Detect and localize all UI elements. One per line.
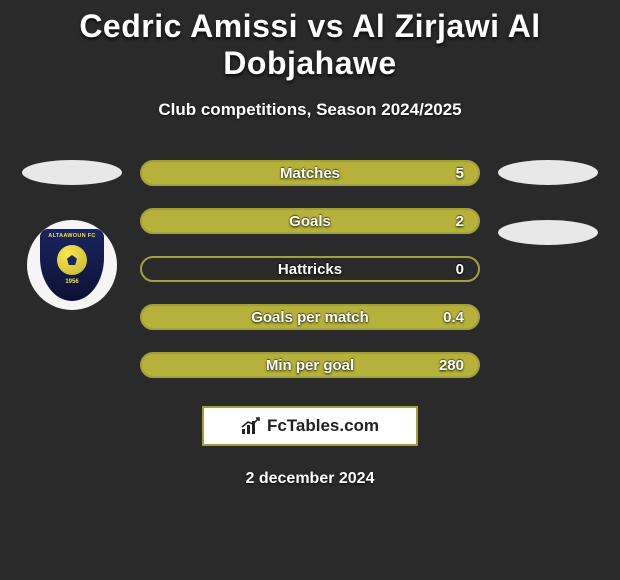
left-column: ALTAAWOUN FC 1956 xyxy=(22,160,122,310)
footer-date: 2 december 2024 xyxy=(0,470,620,488)
page-title: Cedric Amissi vs Al Zirjawi Al Dobjahawe xyxy=(0,8,620,82)
stat-row: Goals 2 xyxy=(140,208,480,234)
stat-value: 0 xyxy=(456,261,464,278)
brand-text: FcTables.com xyxy=(267,416,379,436)
club-shield: ALTAAWOUN FC 1956 xyxy=(40,229,104,301)
club-name-text: ALTAAWOUN FC xyxy=(48,233,95,239)
main-layout: ALTAAWOUN FC 1956 Matches 5 Goals 2 Hattrick… xyxy=(0,160,620,378)
player-oval-left xyxy=(22,160,122,185)
club-ball-icon xyxy=(57,245,87,275)
brand-box[interactable]: FcTables.com xyxy=(202,406,418,446)
player-oval-right-2 xyxy=(498,220,598,245)
stat-row: Goals per match 0.4 xyxy=(140,304,480,330)
stat-row: Matches 5 xyxy=(140,160,480,186)
right-column xyxy=(498,160,598,245)
club-logo-left: ALTAAWOUN FC 1956 xyxy=(27,220,117,310)
stats-bars: Matches 5 Goals 2 Hattricks 0 Goals per match 0… xyxy=(140,160,480,378)
stat-label: Goals per match xyxy=(251,309,369,326)
stat-value: 0.4 xyxy=(443,309,464,326)
stat-label: Matches xyxy=(280,165,340,182)
stat-value: 280 xyxy=(439,357,464,374)
club-year: 1956 xyxy=(65,279,78,285)
page-subtitle: Club competitions, Season 2024/2025 xyxy=(0,100,620,120)
stat-value: 2 xyxy=(456,213,464,230)
stat-label: Goals xyxy=(289,213,331,230)
infographic-container: Cedric Amissi vs Al Zirjawi Al Dobjahawe… xyxy=(0,0,620,488)
stat-row: Hattricks 0 xyxy=(140,256,480,282)
stat-value: 5 xyxy=(456,165,464,182)
stat-row: Min per goal 280 xyxy=(140,352,480,378)
brand-chart-icon xyxy=(241,417,261,435)
stat-label: Hattricks xyxy=(278,261,342,278)
player-oval-right-1 xyxy=(498,160,598,185)
stat-label: Min per goal xyxy=(266,357,354,374)
